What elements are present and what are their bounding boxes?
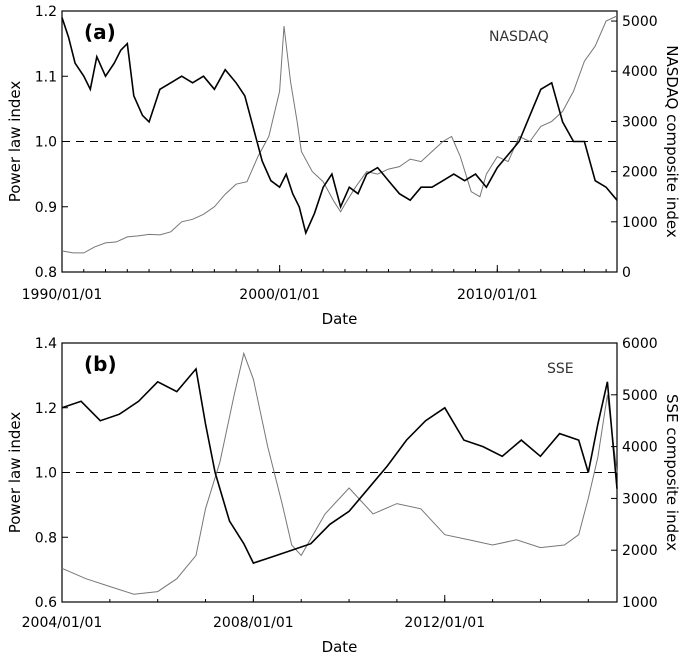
y-right-tick-label: 1000: [622, 595, 658, 611]
y-right-ticks: 0 1000 2000 3000 4000 5000: [611, 14, 658, 281]
y-left-tick-label: 1.0: [35, 135, 57, 151]
power-law-series-line: [61, 367, 618, 565]
x-axis-label: Date: [322, 310, 358, 328]
panel-label: (a): [84, 20, 116, 44]
x-tick-label: 2010/01/01: [457, 287, 538, 303]
x-tick-label: 2000/01/01: [239, 287, 320, 303]
y-right-axis-label: NASDAQ composite index: [663, 45, 680, 238]
y-left-tick-label: 1.0: [35, 466, 57, 482]
y-left-tick-label: 1.2: [35, 401, 57, 417]
y-left-tick-label: 1.4: [35, 336, 57, 352]
plot-frame: [61, 10, 618, 273]
y-right-tick-label: 3000: [622, 491, 658, 507]
y-left-tick-label: 1.2: [35, 4, 57, 20]
panel-a: 1990/01/01 2000/01/01 2010/01/01 0.8 0.9 1.0…: [6, 4, 680, 328]
y-left-axis-label: Power law index: [6, 81, 24, 203]
x-tick-label: 2004/01/01: [22, 615, 103, 631]
index-name-label: NASDAQ: [489, 29, 549, 45]
y-left-tick-label: 0.9: [35, 200, 57, 216]
y-right-tick-label: 3000: [622, 114, 658, 130]
y-right-tick-label: 6000: [622, 336, 658, 352]
index-series-line: [61, 15, 618, 254]
y-right-tick-label: 0: [622, 265, 631, 281]
y-right-tick-label: 2000: [622, 543, 658, 559]
y-right-tick-label: 2000: [622, 165, 658, 181]
x-tick-label: 2012/01/01: [404, 615, 485, 631]
plot-frame: [61, 342, 618, 603]
y-left-ticks: 0.8 0.9 1.0 1.1 1.2: [35, 4, 68, 281]
y-left-tick-label: 0.8: [35, 530, 57, 546]
x-tick-label: 1990/01/01: [22, 287, 103, 303]
power-law-series-line: [61, 17, 618, 236]
index-name-label: SSE: [547, 361, 574, 377]
panel-label: (b): [84, 352, 117, 376]
index-series-line: [61, 351, 618, 595]
x-axis-label: Date: [322, 638, 358, 656]
x-tick-label: 2008/01/01: [213, 615, 294, 631]
y-right-axis-label: SSE composite index: [663, 394, 680, 551]
y-left-tick-label: 1.1: [35, 69, 57, 85]
y-right-tick-label: 1000: [622, 215, 658, 231]
y-right-tick-label: 4000: [622, 64, 658, 80]
x-ticks: 1990/01/01 2000/01/01 2010/01/01: [22, 265, 607, 303]
y-left-ticks: 0.6 0.8 1.0 1.2 1.4: [35, 336, 68, 611]
y-left-tick-label: 0.8: [35, 265, 57, 281]
y-right-tick-label: 5000: [622, 388, 658, 404]
x-ticks: 2004/01/01 2008/01/01 2012/01/01: [22, 595, 589, 631]
y-left-tick-label: 0.6: [35, 595, 57, 611]
y-right-ticks: 1000 2000 3000 4000 5000 6000: [611, 336, 658, 611]
y-right-tick-label: 4000: [622, 440, 658, 456]
y-left-axis-label: Power law index: [6, 412, 24, 534]
panel-b: 2004/01/01 2008/01/01 2012/01/01 0.6 0.8 1.0…: [6, 336, 680, 656]
y-right-tick-label: 5000: [622, 14, 658, 30]
